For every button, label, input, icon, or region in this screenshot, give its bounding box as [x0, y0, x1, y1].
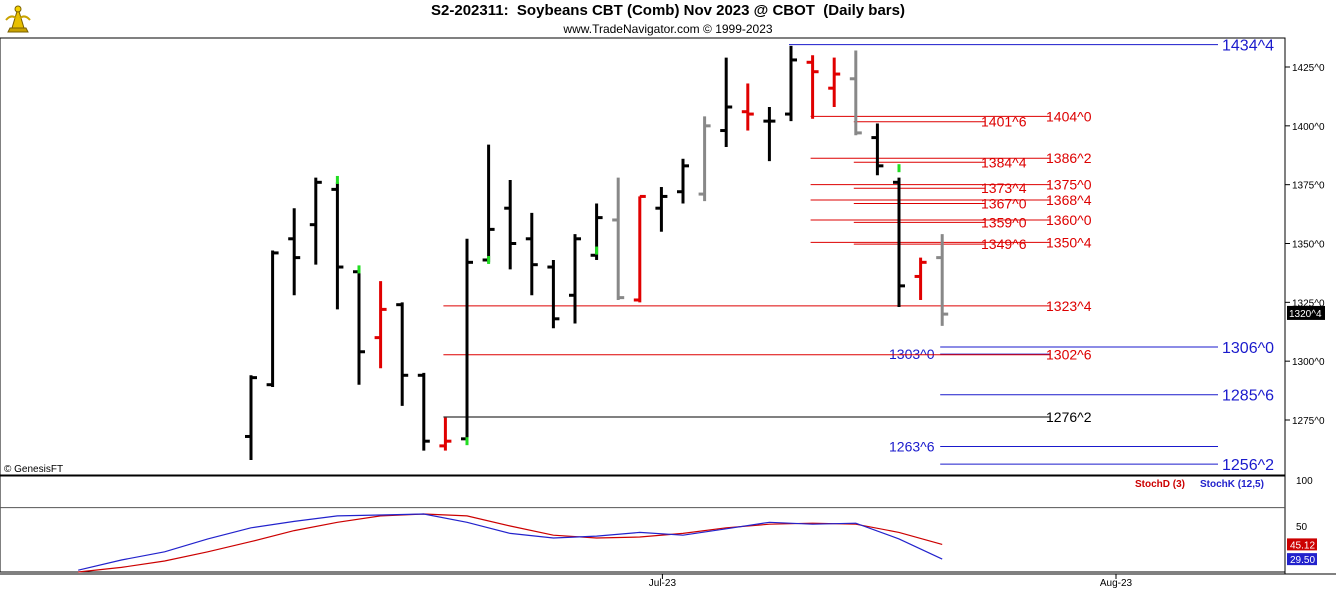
level-label: 1256^2 [1222, 457, 1274, 474]
stochastic-pane: 100 50 45.12 29.50 StochD (3) StochK (12,5) [0, 476, 1317, 573]
stoch-tick-label: 100 [1296, 476, 1313, 487]
time-tick-label: Jul-23 [649, 578, 677, 589]
indicator-pane-frame [0, 475, 1286, 573]
price-tick-label: 1350^0 [1292, 240, 1325, 251]
stoch-series-line [78, 513, 943, 573]
watermark: © GenesisFT [4, 464, 63, 475]
chart-subtitle: www.TradeNavigator.com © 1999-2023 [563, 22, 773, 36]
level-lines: 1434^4 1404^0 1401^6 1386^2 1384^4 1375^0 1373… [443, 38, 1274, 474]
stoch-last-box [1287, 553, 1317, 566]
level-label: 1386^2 [1046, 150, 1092, 166]
stoch-series-line [78, 513, 943, 571]
price-pane-frame [0, 37, 1286, 476]
price-tick-label: 1275^0 [1292, 416, 1325, 427]
legend-stochD: StochD (3) [1135, 479, 1185, 490]
trading-logo-icon [2, 2, 34, 36]
price-bars [245, 45, 949, 461]
level-label: 1263^6 [889, 438, 935, 454]
level-label: 1375^0 [1046, 177, 1092, 193]
level-label: 1373^4 [981, 180, 1027, 196]
time-tick-label: Aug-23 [1100, 578, 1133, 589]
level-label: 1306^0 [1222, 340, 1274, 357]
level-label: 1303^0 [889, 346, 935, 362]
level-label: 1360^0 [1046, 212, 1092, 228]
level-label: 1434^4 [1222, 38, 1274, 55]
level-label: 1302^6 [1046, 347, 1092, 363]
stoch-last-label: 29.50 [1290, 555, 1315, 566]
last-price-label: 1320^4 [1289, 309, 1322, 320]
level-label: 1323^4 [1046, 298, 1092, 314]
price-tick-label: 1300^0 [1292, 357, 1325, 368]
level-label: 1349^6 [981, 236, 1027, 252]
level-label: 1285^6 [1222, 388, 1274, 405]
level-label: 1367^0 [981, 195, 1027, 211]
chart-title: S2-202311: Soybeans CBT (Comb) Nov 2023 … [431, 2, 905, 19]
level-label: 1384^4 [981, 154, 1027, 170]
level-label: 1276^2 [1046, 409, 1092, 425]
stoch-tick-label: 50 [1296, 522, 1308, 533]
price-tick-label: 1375^0 [1292, 181, 1325, 192]
legend-stochK: StochK (12,5) [1200, 479, 1264, 490]
stoch-last-label: 45.12 [1290, 540, 1315, 551]
last-price-box [1287, 305, 1325, 320]
price-axis: 1275^0 1300^0 1325^0 1350^0 1375^0 1400^0 1425… [1285, 63, 1325, 427]
stoch-last-box [1287, 538, 1317, 551]
level-label: 1368^4 [1046, 192, 1092, 208]
level-label: 1401^6 [981, 114, 1027, 130]
level-label: 1404^0 [1046, 108, 1092, 124]
level-label: 1359^0 [981, 214, 1027, 230]
price-tick-label: 1425^0 [1292, 63, 1325, 74]
price-tick-label: 1400^0 [1292, 122, 1325, 133]
time-axis: Jul-23 Aug-23 [649, 574, 1133, 589]
level-label: 1350^4 [1046, 234, 1092, 250]
price-tick-label: 1325^0 [1292, 298, 1325, 309]
